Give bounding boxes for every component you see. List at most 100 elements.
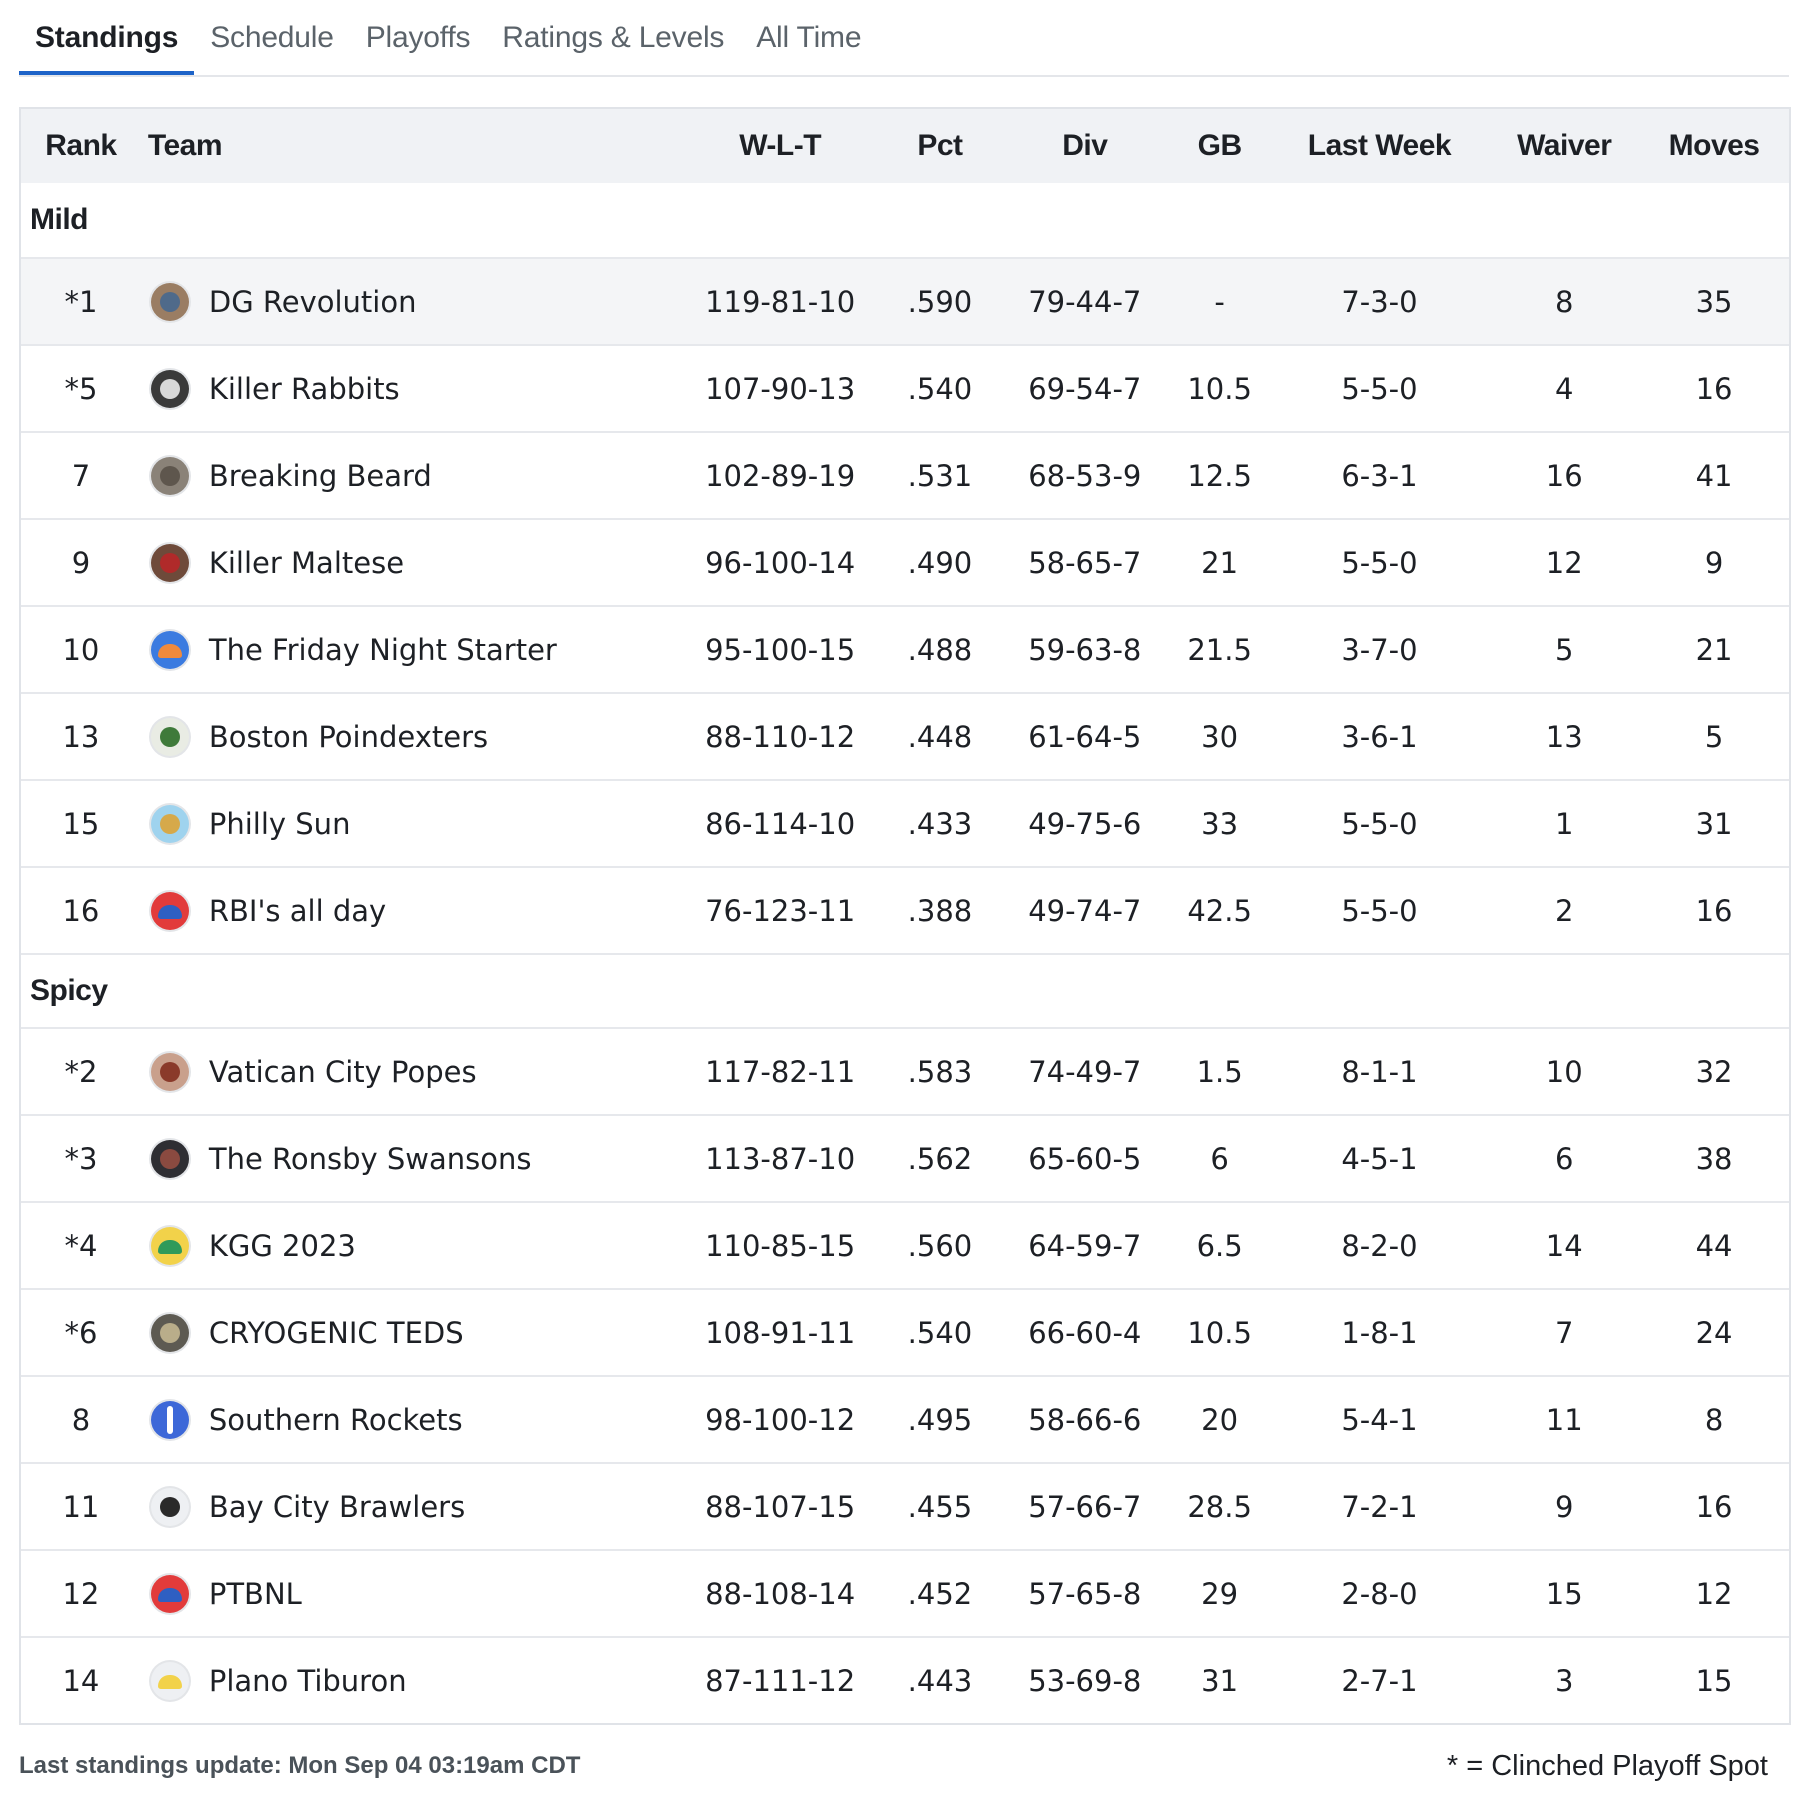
column-header-waiver[interactable]: Waiver <box>1517 129 1612 162</box>
games-back-cell: - <box>1214 284 1225 319</box>
table-row[interactable]: 9 Killer Maltese 96-100-14 .490 58-65-7 21 5-5… <box>21 518 1789 605</box>
table-row[interactable]: *2 Vatican City Popes 117-82-11 .583 74-49-7… <box>21 1027 1789 1114</box>
table-row[interactable]: *3 The Ronsby Swansons 113-87-10 .562 65-60-… <box>21 1114 1789 1201</box>
waiver-cell: 7 <box>1555 1315 1574 1350</box>
column-header-gb[interactable]: GB <box>1197 129 1242 162</box>
tab-ratings-levels[interactable]: Ratings & Levels <box>502 21 725 54</box>
team-name-link[interactable]: RBI's all day <box>208 893 387 928</box>
wlt-cell: 107-90-13 <box>705 371 856 406</box>
team-avatar-cap-icon[interactable] <box>150 1574 189 1613</box>
team-name-link[interactable]: Vatican City Popes <box>208 1054 477 1089</box>
team-name-link[interactable]: PTBNL <box>208 1576 302 1611</box>
team-avatar-cap-icon[interactable] <box>150 1661 189 1700</box>
rank-cell: 13 <box>62 719 100 754</box>
team-name-link[interactable]: Killer Maltese <box>208 545 405 580</box>
tab-bar: Standings Schedule Playoffs Ratings & Le… <box>19 0 1789 77</box>
team-avatar-rocket-icon[interactable] <box>150 1400 189 1439</box>
pct-cell: .488 <box>907 632 973 667</box>
waiver-cell: 4 <box>1555 371 1574 406</box>
team-name-link[interactable]: DG Revolution <box>208 284 417 319</box>
team-name-link[interactable]: The Friday Night Starter <box>208 632 557 667</box>
team-avatar-photo-icon[interactable] <box>150 717 189 756</box>
tab-standings[interactable]: Standings <box>19 0 195 75</box>
rank-cell: 15 <box>62 806 100 841</box>
table-row[interactable]: 13 Boston Poindexters 88-110-12 .448 61-64-5… <box>21 692 1789 779</box>
table-row[interactable]: 14 Plano Tiburon 87-111-12 .443 53-69-8 31 2-7… <box>21 1636 1789 1723</box>
tab-schedule[interactable]: Schedule <box>210 21 334 54</box>
column-header-moves[interactable]: Moves <box>1668 129 1760 162</box>
table-row[interactable]: 12 PTBNL 88-108-14 .452 57-65-8 29 2-8-0 15 12 <box>21 1549 1789 1636</box>
team-name-link[interactable]: Killer Rabbits <box>208 371 400 406</box>
moves-cell: 24 <box>1695 1315 1733 1350</box>
table-row[interactable]: *5 Killer Rabbits 107-90-13 .540 69-54-7 10.5… <box>21 344 1789 431</box>
team-name-link[interactable]: The Ronsby Swansons <box>208 1141 532 1176</box>
waiver-cell: 15 <box>1545 1576 1583 1611</box>
wlt-cell: 113-87-10 <box>705 1141 856 1176</box>
team-name-link[interactable]: CRYOGENIC TEDS <box>208 1315 464 1350</box>
rank-cell: *2 <box>64 1054 98 1089</box>
column-header-div[interactable]: Div <box>1062 129 1108 162</box>
waiver-cell: 9 <box>1555 1489 1574 1524</box>
moves-cell: 44 <box>1695 1228 1733 1263</box>
wlt-cell: 119-81-10 <box>705 284 856 319</box>
waiver-cell: 16 <box>1545 458 1583 493</box>
rank-cell: 11 <box>62 1489 100 1524</box>
wlt-cell: 95-100-15 <box>705 632 856 667</box>
standings-table: Rank Team W-L-T Pct Div GB Last Week Wai… <box>19 107 1791 1725</box>
last-week-cell: 7-3-0 <box>1341 284 1418 319</box>
team-cell: Killer Rabbits <box>141 369 680 408</box>
div-record-cell: 74-49-7 <box>1028 1054 1142 1089</box>
tab-all-time[interactable]: All Time <box>756 21 862 54</box>
team-avatar-photo-icon[interactable] <box>150 1139 189 1178</box>
table-row[interactable]: 16 RBI's all day 76-123-11 .388 49-74-7 42.5 5… <box>21 866 1789 953</box>
table-row[interactable]: 7 Breaking Beard 102-89-19 .531 68-53-9 12.5 6… <box>21 431 1789 518</box>
team-name-link[interactable]: Southern Rockets <box>208 1402 463 1437</box>
column-header-pct[interactable]: Pct <box>917 129 963 162</box>
team-avatar-photo-icon[interactable] <box>150 1487 189 1526</box>
team-avatar-photo-icon[interactable] <box>150 1313 189 1352</box>
wlt-cell: 88-108-14 <box>705 1576 856 1611</box>
table-header: Rank Team W-L-T Pct Div GB Last Week Wai… <box>21 109 1789 183</box>
table-row[interactable]: 15 Philly Sun 86-114-10 .433 49-75-6 33 5-5-0 1… <box>21 779 1789 866</box>
table-row[interactable]: *4 KGG 2023 110-85-15 .560 64-59-7 6.5 8-2-0 14… <box>21 1201 1789 1288</box>
div-record-cell: 65-60-5 <box>1028 1141 1142 1176</box>
pct-cell: .455 <box>907 1489 973 1524</box>
games-back-cell: 6.5 <box>1196 1228 1243 1263</box>
wlt-cell: 88-107-15 <box>705 1489 856 1524</box>
team-avatar-sun-icon[interactable] <box>150 804 189 843</box>
team-name-link[interactable]: KGG 2023 <box>208 1228 356 1263</box>
tab-playoffs[interactable]: Playoffs <box>365 21 471 54</box>
team-name-link[interactable]: Philly Sun <box>208 806 351 841</box>
team-name-link[interactable]: Boston Poindexters <box>208 719 489 754</box>
wlt-cell: 88-110-12 <box>705 719 856 754</box>
team-name-link[interactable]: Breaking Beard <box>208 458 432 493</box>
rank-cell: 14 <box>62 1663 100 1698</box>
table-row[interactable]: *1 DG Revolution 119-81-10 .590 79-44-7 - 7-3-… <box>21 257 1789 344</box>
last-week-cell: 5-5-0 <box>1341 545 1418 580</box>
team-avatar-photo-icon[interactable] <box>150 543 189 582</box>
team-cell: The Ronsby Swansons <box>141 1139 680 1178</box>
table-row[interactable]: 11 Bay City Brawlers 88-107-15 .455 57-66-7 2… <box>21 1462 1789 1549</box>
wlt-cell: 86-114-10 <box>705 806 856 841</box>
column-header-last-week[interactable]: Last Week <box>1307 129 1452 162</box>
team-avatar-photo-icon[interactable] <box>150 282 189 321</box>
team-avatar-photo-icon[interactable] <box>150 1052 189 1091</box>
team-name-link[interactable]: Plano Tiburon <box>208 1663 407 1698</box>
team-name-link[interactable]: Bay City Brawlers <box>208 1489 466 1524</box>
div-record-cell: 68-53-9 <box>1028 458 1142 493</box>
table-row[interactable]: 8 Southern Rockets 98-100-12 .495 58-66-6 20 5… <box>21 1375 1789 1462</box>
last-week-cell: 2-7-1 <box>1341 1663 1418 1698</box>
last-week-cell: 3-6-1 <box>1341 719 1418 754</box>
games-back-cell: 12.5 <box>1187 458 1252 493</box>
table-row[interactable]: 10 The Friday Night Starter 95-100-15 .488 5… <box>21 605 1789 692</box>
team-avatar-cap-icon[interactable] <box>150 630 189 669</box>
column-header-rank[interactable]: Rank <box>45 129 117 162</box>
last-week-cell: 5-4-1 <box>1341 1402 1418 1437</box>
column-header-wlt[interactable]: W-L-T <box>739 129 822 162</box>
team-avatar-photo-icon[interactable] <box>150 369 189 408</box>
team-avatar-photo-icon[interactable] <box>150 456 189 495</box>
team-avatar-cap-icon[interactable] <box>150 891 189 930</box>
team-avatar-cap-icon[interactable] <box>150 1226 189 1265</box>
column-header-team[interactable]: Team <box>147 129 223 162</box>
table-row[interactable]: *6 CRYOGENIC TEDS 108-91-11 .540 66-60-4 10.5… <box>21 1288 1789 1375</box>
